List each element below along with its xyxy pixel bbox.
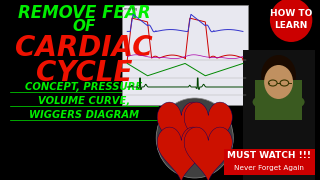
Polygon shape — [157, 127, 205, 180]
Circle shape — [156, 98, 233, 178]
Text: WIGGERS DIAGRAM: WIGGERS DIAGRAM — [29, 110, 139, 120]
Ellipse shape — [261, 55, 296, 95]
Text: HOW TO: HOW TO — [270, 8, 312, 17]
Ellipse shape — [264, 65, 293, 99]
FancyBboxPatch shape — [224, 149, 315, 175]
FancyBboxPatch shape — [243, 50, 315, 180]
Text: mm Hg: mm Hg — [124, 7, 137, 11]
Text: REMOVE FEAR: REMOVE FEAR — [18, 4, 150, 22]
Text: MUST WATCH !!!: MUST WATCH !!! — [227, 152, 311, 161]
Polygon shape — [184, 127, 232, 180]
Text: CARDIAC: CARDIAC — [15, 34, 153, 62]
Ellipse shape — [252, 92, 305, 112]
Text: CYCLE: CYCLE — [36, 59, 132, 87]
Polygon shape — [184, 102, 232, 158]
Text: CONCEPT, PRESSURE: CONCEPT, PRESSURE — [25, 82, 142, 92]
Text: OF: OF — [72, 19, 96, 34]
Text: Never Forget Again: Never Forget Again — [234, 165, 304, 171]
FancyBboxPatch shape — [255, 80, 302, 120]
Circle shape — [270, 0, 312, 42]
Polygon shape — [157, 102, 205, 158]
Text: LEARN: LEARN — [275, 21, 308, 30]
Text: VOLUME CURVE,: VOLUME CURVE, — [38, 96, 130, 106]
FancyBboxPatch shape — [123, 5, 248, 105]
